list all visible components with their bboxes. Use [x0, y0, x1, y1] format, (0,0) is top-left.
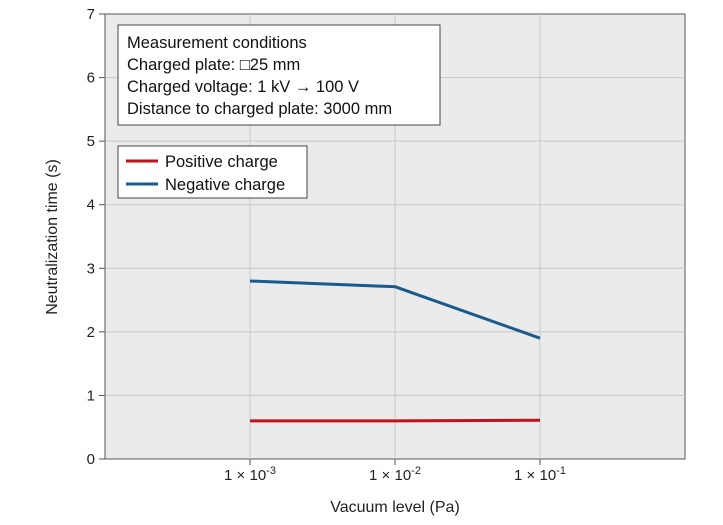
y-tick-label: 0 — [87, 451, 95, 468]
series-line-positive-charge — [250, 418, 541, 423]
x-axis-ticks: 1 × 10-3 1 × 10-2 1 × 10-1 — [224, 459, 566, 484]
x-tick-label: 1 × 10-3 — [224, 465, 276, 484]
y-tick-label: 1 — [87, 387, 95, 404]
annotation-title: Measurement conditions — [127, 34, 307, 52]
legend-label-negative: Negative charge — [165, 176, 285, 194]
annotation-line-3: Distance to charged plate: 3000 mm — [127, 100, 392, 118]
annotation-frame — [117, 24, 441, 126]
y-tick-label: 6 — [87, 70, 95, 87]
y-axis-ticks: 0 1 2 3 4 5 6 7 — [87, 6, 105, 468]
series-line-negative-charge — [249, 279, 541, 340]
legend: Positive charge Negative charge — [117, 145, 308, 199]
y-tick-label: 3 — [87, 260, 95, 277]
measurement-conditions-box: Measurement conditions Charged plate: □2… — [117, 24, 441, 126]
y-tick-label: 7 — [87, 6, 95, 23]
y-axis-title: Neutralization time (s) — [44, 159, 61, 315]
y-tick-label: 2 — [87, 324, 95, 341]
series-lines — [249, 279, 541, 423]
legend-label-positive: Positive charge — [165, 153, 278, 171]
x-tick-label: 1 × 10-1 — [514, 465, 566, 484]
legend-frame — [117, 145, 308, 199]
annotation-line-2: Charged voltage: 1 kV → 100 V — [127, 78, 359, 96]
x-tick-label: 1 × 10-2 — [369, 465, 421, 484]
y-tick-label: 4 — [87, 197, 95, 214]
annotation-line-1: Charged plate: □25 mm — [127, 56, 300, 74]
y-tick-label: 5 — [87, 133, 95, 150]
x-axis-title: Vacuum level (Pa) — [330, 499, 460, 516]
